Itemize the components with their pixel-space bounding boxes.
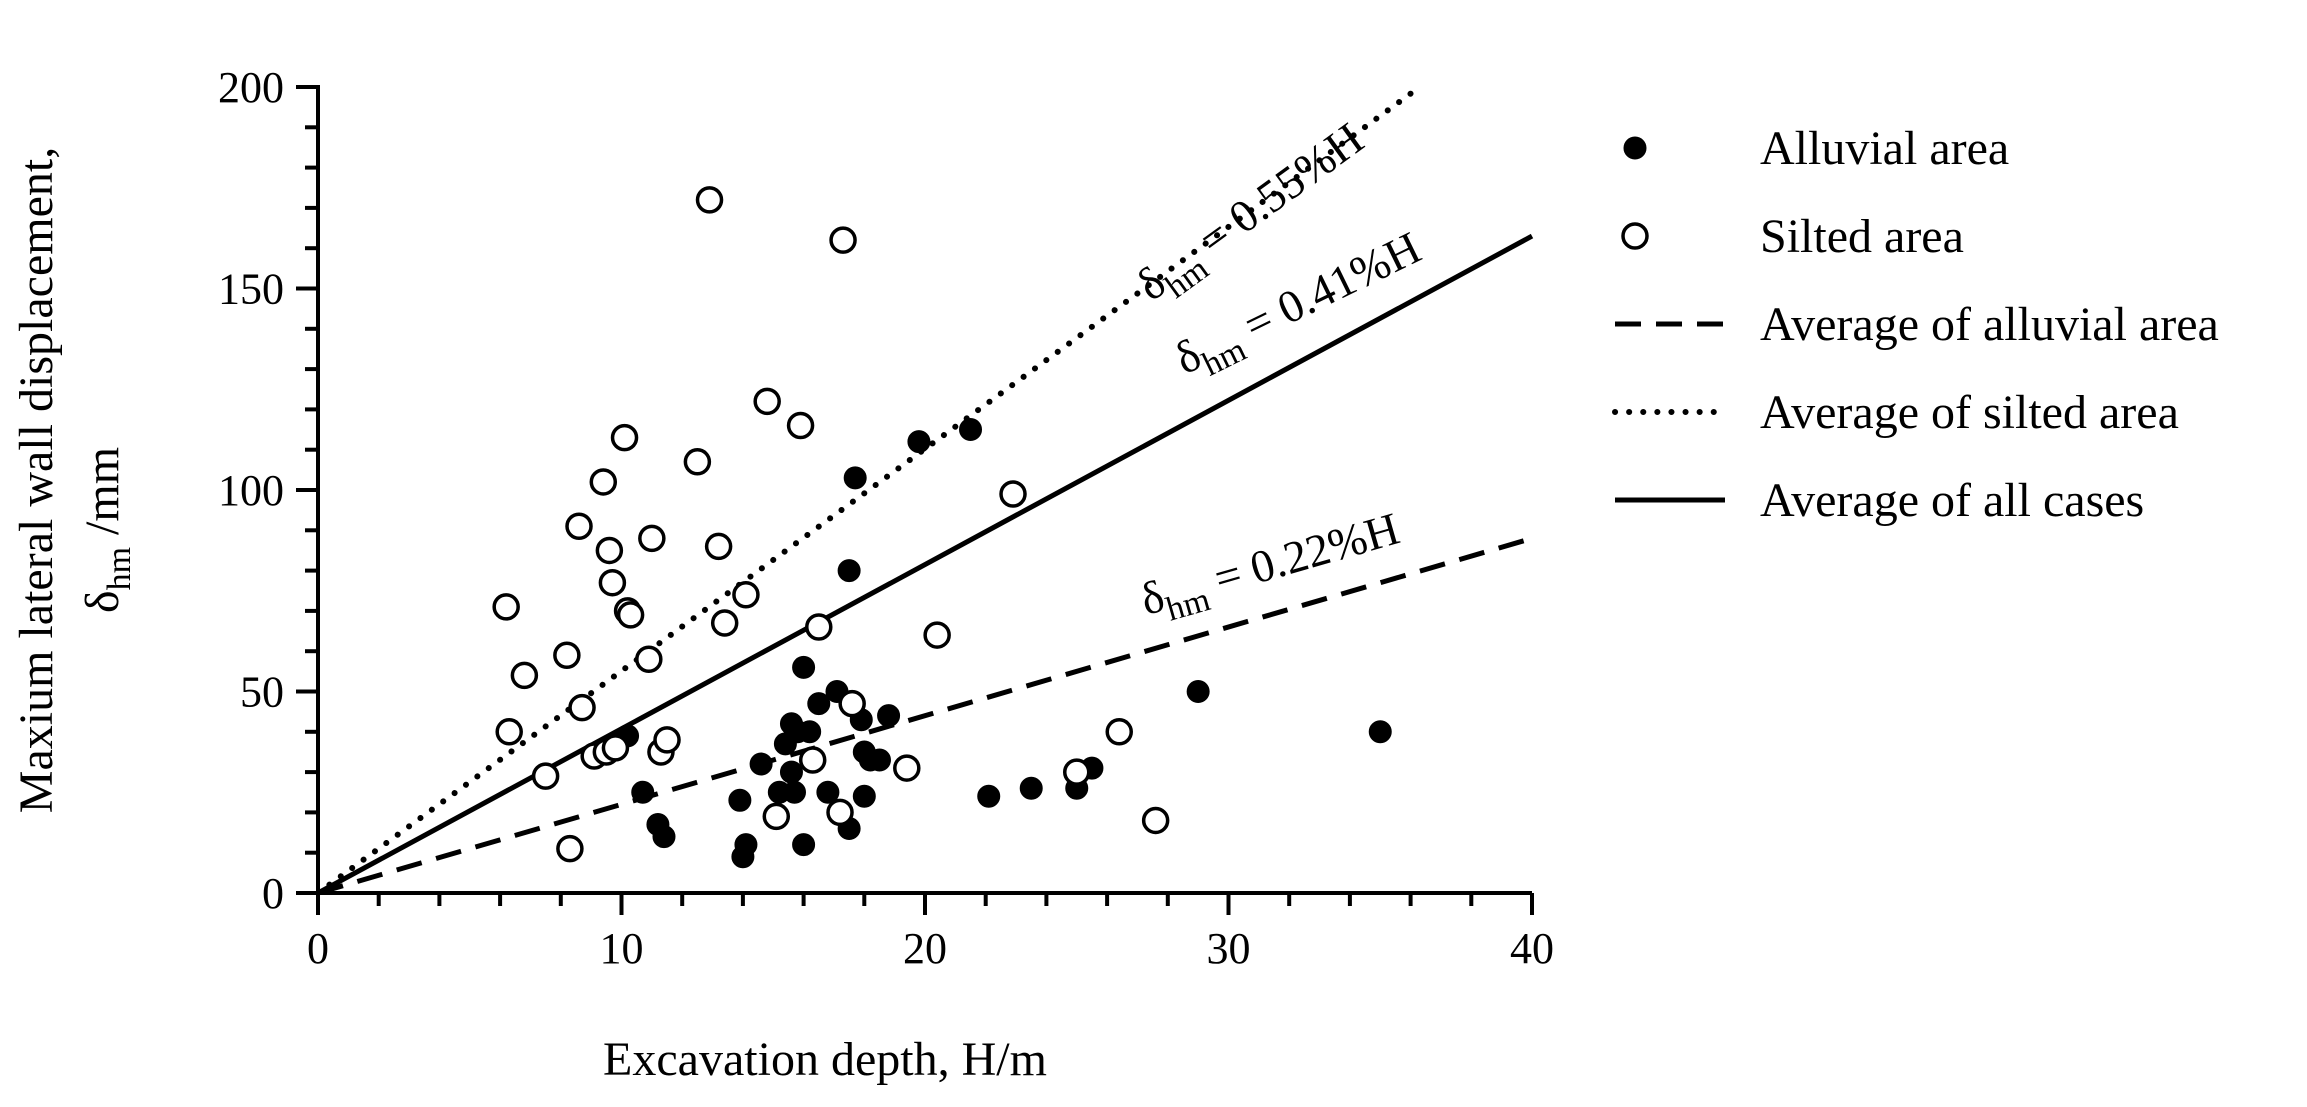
y-axis-title-symbol: δ [76,590,129,613]
series-line-dotted [315,84,1423,896]
y-tick-label: 150 [218,265,284,314]
silted-point [1063,758,1091,786]
y-axis-title-line2: δhm /mm [76,447,138,613]
series-line-dashed [317,535,1533,896]
x-tick-label: 30 [1207,924,1251,973]
silted-point [1105,718,1133,746]
data-points [492,186,1392,869]
y-tick-label: 100 [218,466,284,515]
y-axis-title-line1: Maxium lateral wall displacement, [10,147,63,813]
x-axis-title: Excavation depth, H/m [603,1033,1047,1086]
silted-point [798,746,827,774]
x-tick-label: 0 [307,924,329,973]
silted-point [556,834,584,863]
alluvial-point [1368,720,1392,744]
silted-point [553,641,581,669]
legend-item: Silted area [1621,210,1964,263]
annotation-value: = 0.22%H [1197,503,1404,607]
silted-point [568,693,596,722]
silted-point [638,524,666,553]
silted-point [753,387,781,416]
silted-point [923,621,951,649]
silted-point [786,411,815,440]
alluvial-point [867,748,891,772]
alluvial-point [792,833,816,857]
alluvial-point [837,559,861,583]
silted-point [732,581,760,609]
y-tick-label: 50 [240,668,284,717]
alluvial-point [749,752,773,776]
silted-point [999,480,1027,508]
silted-point [829,226,857,254]
legend-label: Alluvial area [1760,122,2009,175]
alluvial-point [959,418,983,442]
silted-point [595,536,624,565]
legend-label: Average of silted area [1760,386,2179,439]
axes: 0 10 20 30 40 0 50 100 150 200 Excavation depth, H… [10,63,1554,1086]
legend-item: Alluvial area [1623,122,2009,175]
y-tick-label: 0 [262,869,284,918]
silted-point [565,512,593,541]
x-tick-label: 10 [600,924,644,973]
silted-point [762,802,791,831]
silted-point [598,568,627,597]
alluvial-point [852,784,876,808]
legend: Alluvial area Silted area Average of alluv… [1612,122,2219,527]
alluvial-point [907,430,931,454]
alluvial-point [782,780,806,804]
alluvial-point [843,466,867,490]
y-axis-title-subscript: hm [101,547,138,590]
alluvial-point [1019,776,1043,800]
silted-point [710,609,739,637]
legend-item: Average of all cases [1615,474,2144,527]
alluvial-point [792,655,816,679]
silted-point [1141,806,1170,835]
series-line-solid [316,233,1534,896]
silted-point [695,186,724,214]
legend-label: Silted area [1760,210,1964,263]
annotation-value: = 0.41%H [1225,222,1428,356]
alluvial-point [779,760,803,784]
silted-point [826,798,854,827]
silted-point [653,726,681,754]
alluvial-point [816,780,840,804]
silted-point [589,468,618,496]
silted-point [893,754,921,782]
alluvial-point [807,692,831,716]
y-axis-title-unit: /mm [76,447,129,547]
legend-item: Average of alluvial area [1615,298,2219,351]
silted-point [616,601,645,629]
x-tick-label: 20 [903,924,947,973]
alluvial-point [798,720,822,744]
y-tick-label: 200 [218,63,284,112]
annotation-value: = 0.55%H [1180,113,1373,272]
alluvial-point [734,833,758,857]
silted-point [510,661,539,690]
silted-point [610,423,639,452]
silted-point [683,448,712,476]
silted-point [495,718,523,746]
legend-marker-filled [1623,136,1647,160]
silted-point [838,689,866,718]
alluvial-point [877,704,901,728]
alluvial-point [652,825,676,849]
legend-marker-open [1621,222,1649,250]
silted-point [531,762,560,790]
alluvial-point [1186,680,1210,703]
silted-point [492,593,520,621]
legend-label: Average of alluvial area [1760,298,2219,351]
alluvial-point [977,784,1001,808]
silted-point [635,645,663,674]
silted-point [704,532,733,561]
silted-point [601,734,630,762]
x-tick-label: 40 [1510,924,1554,973]
average-lines [315,84,1534,896]
silted-point [805,613,833,641]
legend-item: Average of silted area [1612,386,2179,439]
alluvial-point [728,788,752,812]
alluvial-point [631,780,655,804]
legend-label: Average of all cases [1760,474,2144,527]
